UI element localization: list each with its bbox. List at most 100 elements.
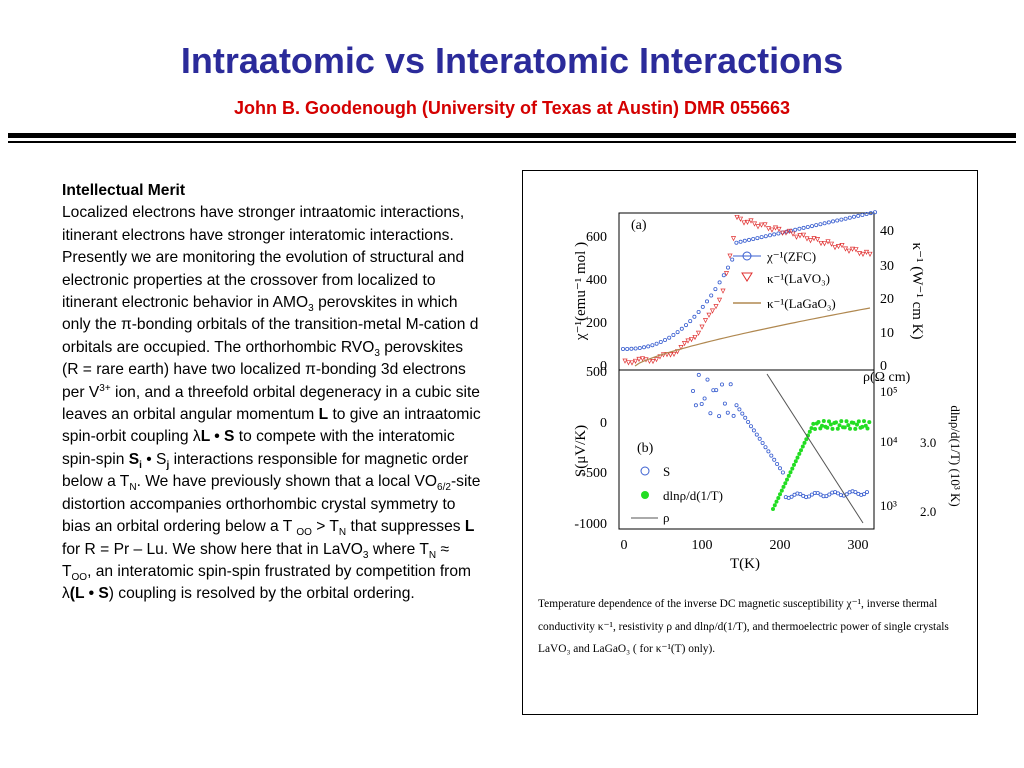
data-point (742, 238, 747, 243)
text-run: interactions responsible for magnetic or… (62, 450, 469, 491)
data-point (818, 240, 824, 247)
data-point (621, 346, 626, 351)
data-point (789, 494, 794, 499)
legend-label: κ⁻¹(LaGaO₃) (767, 296, 836, 311)
ytick: 0 (600, 359, 607, 374)
data-point (813, 427, 817, 431)
text-run: where T (368, 540, 429, 558)
data-point (755, 224, 761, 230)
data-point (860, 251, 866, 257)
data-point (800, 232, 807, 238)
data-point (625, 346, 630, 351)
data-point (751, 237, 756, 242)
data-point (807, 238, 814, 244)
data-point (779, 488, 784, 493)
data-point (779, 230, 786, 236)
subscript: OO (296, 527, 312, 539)
series-dlnrho (771, 419, 872, 511)
data-point (863, 249, 870, 256)
panel-b-ylabel-left: S(μV/K) (573, 425, 589, 477)
data-point (849, 246, 856, 252)
data-point (821, 419, 826, 423)
data-point (832, 245, 838, 251)
data-point (807, 429, 812, 434)
data-point (800, 444, 805, 449)
data-point (714, 388, 719, 393)
bold-symbol: (L • S (69, 585, 109, 603)
data-point (746, 419, 751, 424)
data-point (632, 358, 639, 364)
data-point (835, 244, 842, 250)
data-point (797, 226, 802, 231)
data-point (763, 234, 768, 239)
subscript: N (338, 527, 347, 539)
data-point (862, 492, 867, 497)
text-run: to compete with the interatomic spin-spi… (62, 428, 455, 468)
data-point (746, 237, 751, 242)
data-point (679, 326, 684, 331)
data-point (786, 473, 791, 478)
data-point (757, 436, 762, 441)
data-point (744, 219, 751, 225)
data-point (653, 357, 660, 363)
data-point (820, 423, 824, 428)
data-point (734, 403, 739, 408)
data-point (774, 499, 779, 504)
data-point (825, 425, 830, 430)
xtick: 100 (692, 538, 713, 553)
panel-b-right-ticks: 10⁵ 10⁴ 10³ 3.0 2.0 (880, 384, 936, 519)
data-point (769, 227, 775, 233)
xtick: 300 (848, 538, 869, 553)
ytick: 20 (880, 292, 894, 307)
data-point (776, 231, 781, 236)
data-point (824, 494, 829, 499)
data-point (671, 332, 676, 337)
data-point (730, 257, 735, 262)
legend-marker (742, 251, 752, 261)
data-point (809, 492, 814, 497)
subscript: 3 (362, 549, 369, 561)
data-point (741, 220, 747, 226)
figure-frame (522, 170, 978, 715)
x-ticks: 0 100 200 300 (621, 538, 869, 553)
data-point (802, 440, 807, 445)
data-point (822, 221, 827, 226)
data-point (776, 496, 781, 500)
data-point (748, 218, 754, 224)
subscript: N (428, 549, 437, 561)
data-point (700, 304, 705, 309)
data-point (730, 236, 737, 242)
legend-label: χ⁻¹(ZFC) (766, 249, 816, 264)
data-point (783, 481, 788, 486)
data-point (776, 226, 782, 232)
ytick: 600 (586, 230, 607, 245)
data-point (864, 212, 869, 217)
data-point (867, 251, 873, 257)
data-point (637, 345, 642, 350)
xtick: 0 (621, 538, 628, 553)
series-chi-zfc (621, 210, 877, 351)
data-point (622, 358, 628, 364)
text-run: -site distortion accompanies orthorhombi… (62, 473, 481, 536)
text-run: ≈ T (62, 540, 450, 580)
data-point (821, 241, 828, 247)
ytick: -500 (581, 466, 607, 481)
panel-b-ylabel-right: dlnρ/d(1/T) (10³ K) (948, 405, 963, 506)
data-point (693, 403, 698, 408)
ytick: 3.0 (920, 435, 936, 450)
data-point (642, 345, 647, 350)
data-point (815, 490, 820, 495)
data-point (846, 423, 851, 428)
series-kappa-lagao3 (634, 307, 871, 367)
data-point (867, 420, 872, 425)
data-point (846, 248, 852, 254)
data-point (848, 426, 852, 431)
panel-a-legend: χ⁻¹(ZFC) κ⁻¹(LaVO₃) κ⁻¹(LaGaO₃) (733, 249, 836, 311)
data-point (851, 420, 856, 425)
ytick: 2.0 (920, 504, 936, 519)
data-point (766, 449, 771, 454)
data-point (818, 222, 823, 227)
data-point (772, 503, 777, 508)
text-run: > T (311, 518, 339, 536)
data-point (737, 216, 744, 222)
